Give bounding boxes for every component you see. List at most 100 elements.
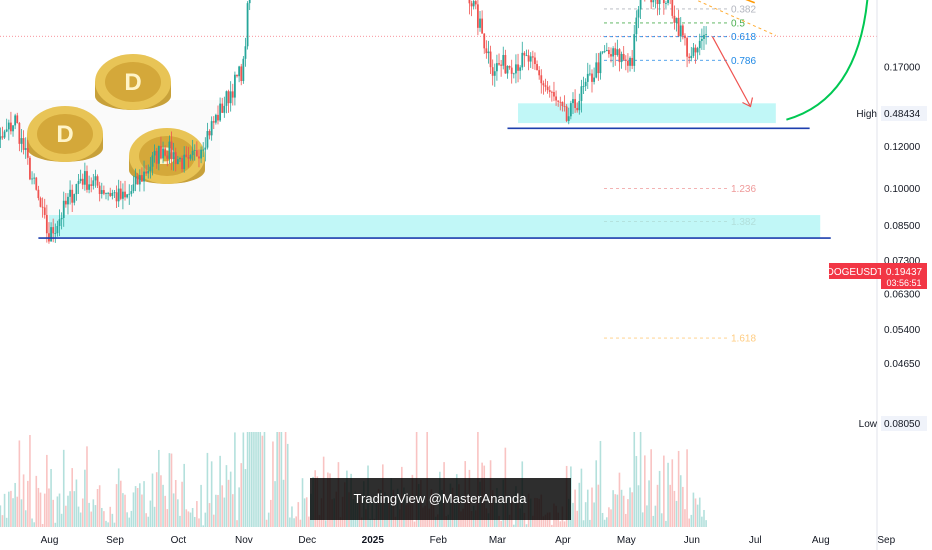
volume-bar (179, 515, 181, 527)
volume-bar (174, 480, 177, 527)
volume-bar (295, 516, 297, 527)
candle-body (88, 184, 91, 190)
volume-bar (286, 443, 289, 527)
volume-bar (170, 453, 173, 527)
svg-text:D: D (56, 121, 73, 148)
candle-body (210, 121, 213, 136)
volume-bar (274, 481, 276, 527)
volume-bar (413, 521, 416, 527)
candle-body (534, 57, 536, 65)
volume-bar (656, 484, 659, 527)
volume-bar (572, 502, 574, 527)
volume-bar (221, 485, 224, 527)
volume-bar (229, 471, 232, 527)
volume-bar (107, 522, 109, 527)
volume-bar (73, 491, 76, 527)
candle-body (52, 227, 55, 234)
volume-bar (5, 517, 8, 527)
volume-bar (234, 432, 236, 527)
volume-bar (612, 490, 614, 527)
volume-bar (272, 441, 274, 527)
candle-body (138, 175, 141, 185)
volume-bar (373, 518, 376, 527)
candle-body (665, 2, 667, 4)
candle-body (122, 191, 124, 199)
candle-body (504, 54, 507, 74)
volume-bar (694, 498, 697, 527)
volume-bar (122, 493, 124, 527)
volume-bar (629, 487, 631, 527)
candle-body (50, 227, 52, 242)
doge-coin-icon: D (27, 106, 103, 162)
time-tick-label: Aug (41, 535, 59, 546)
volume-bar (684, 509, 686, 527)
time-axis[interactable]: Aug Sep Oct Nov Dec 2025 Feb Mar Apr May Jun Jul Aug… (41, 535, 896, 546)
candle-body (64, 200, 67, 205)
candle-body (174, 152, 177, 165)
time-tick-label: Mar (489, 535, 507, 546)
candle-body (548, 90, 551, 92)
candle-body (515, 64, 517, 74)
candle-body (690, 55, 693, 59)
candle-body (612, 48, 615, 57)
volume-bar (185, 509, 188, 527)
candle-body (195, 150, 198, 157)
candle-body (79, 178, 82, 182)
candle-body (193, 150, 196, 151)
volume-bar (242, 432, 245, 527)
volume-bar (308, 516, 310, 527)
candle-body (96, 176, 99, 186)
candle-body (603, 51, 606, 52)
candle-body (187, 157, 190, 159)
volume-bar (115, 484, 118, 527)
volume-bar (43, 493, 46, 527)
candle-body (43, 207, 46, 215)
svg-text:D: D (124, 69, 141, 96)
volume-bar (445, 516, 447, 527)
candle-body (189, 155, 192, 159)
time-tick-label: Jun (684, 535, 700, 546)
volume-bar (360, 517, 363, 527)
candle-body (502, 54, 505, 66)
fib-level-label: 0.5 (731, 18, 745, 29)
volume-bar (166, 509, 169, 527)
candle-body (24, 148, 27, 150)
candle-body (686, 38, 688, 57)
candle-body (481, 18, 484, 34)
volume-bar (251, 432, 253, 527)
candle-body (529, 56, 532, 62)
candle-body (73, 194, 76, 203)
candle-body (22, 138, 25, 150)
volume-bar (610, 509, 612, 527)
volume-bar (16, 496, 19, 527)
candle-body (92, 180, 95, 186)
volume-bar (139, 483, 141, 527)
volume-bar (191, 508, 194, 527)
volume-bar (578, 482, 581, 527)
volume-bar (637, 485, 640, 527)
watermark: TradingView @MasterAnanda (310, 478, 571, 520)
volume-bar (77, 506, 80, 527)
volume-bar (100, 507, 103, 527)
volume-bar (597, 484, 600, 527)
volume-bar (158, 449, 160, 527)
candle-body (553, 92, 555, 97)
volume-bar (303, 498, 306, 527)
candle-body (698, 40, 701, 49)
volume-bar (248, 432, 251, 527)
volume-bar (105, 520, 107, 527)
candle-body (546, 86, 549, 91)
candle-body (493, 71, 496, 76)
volume-bar (318, 515, 321, 527)
candle-body (700, 38, 703, 41)
volume-bar (282, 479, 285, 527)
candle-body (561, 101, 564, 107)
last-price-tag: DOGEUSDT 0.19437 03:56:51 (827, 263, 927, 289)
candle-body (219, 103, 222, 121)
volume-bar (299, 519, 302, 527)
candle-body (162, 148, 164, 159)
candle-body (56, 226, 59, 234)
candle-body (679, 25, 682, 37)
